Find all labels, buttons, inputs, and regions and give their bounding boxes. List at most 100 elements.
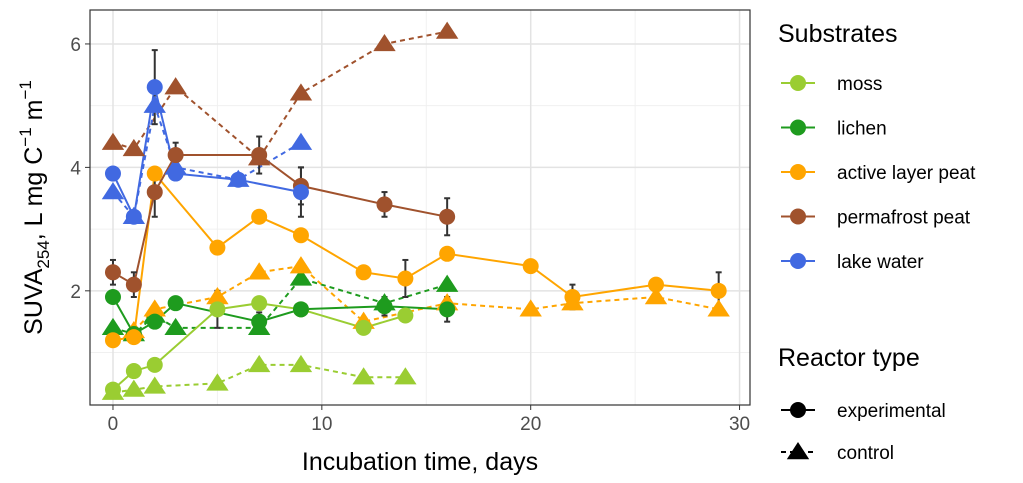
point-active-layer-peat-experimental (146, 165, 163, 182)
point-active-layer-peat-experimental (648, 276, 665, 293)
point-lichen-experimental (146, 313, 163, 330)
point-lake-water-experimental (146, 79, 163, 96)
point-lake-water-experimental (292, 184, 309, 201)
x-tick-label: 30 (729, 414, 750, 435)
legend-substrates-title: Substrates (778, 20, 898, 48)
point-permafrost-peat-control (373, 33, 396, 52)
point-active-layer-peat-experimental (104, 332, 121, 349)
legend-substrates: Substrates moss lichen active layer peat pe… (778, 20, 976, 273)
point-active-layer-peat-experimental (397, 270, 414, 287)
point-moss-control (206, 373, 229, 391)
point-active-layer-peat-experimental (125, 329, 142, 346)
point-lake-water-control (289, 132, 313, 150)
point-moss-experimental (355, 319, 372, 336)
point-moss-experimental (397, 307, 414, 324)
point-permafrost-peat-experimental (439, 208, 456, 225)
point-moss-experimental (251, 295, 268, 312)
point-active-layer-peat-experimental (209, 239, 226, 256)
point-lake-water-experimental (104, 165, 121, 182)
point-lake-water-control (143, 95, 166, 113)
point-lake-water-experimental (125, 208, 142, 225)
legend-swatch-marker-moss (790, 75, 806, 91)
point-permafrost-peat-experimental (376, 196, 393, 213)
plot-border (89, 9, 751, 406)
legend-label-active-layer-peat: active layer peat (837, 163, 976, 184)
point-permafrost-peat-experimental (146, 184, 163, 201)
legend-reactor-title: Reactor type (778, 344, 920, 372)
point-lichen-control (101, 317, 125, 336)
point-lichen-experimental (251, 313, 268, 330)
point-active-layer-peat-control (289, 256, 313, 274)
point-active-layer-peat-experimental (439, 245, 456, 262)
point-active-layer-peat-control (247, 262, 271, 280)
legend-label-moss: moss (837, 74, 882, 95)
grid-lines (90, 10, 750, 405)
point-lichen-experimental (167, 295, 184, 312)
axes: 0 10 20 30 2 4 6 (70, 9, 751, 435)
point-permafrost-peat-control (435, 21, 459, 39)
x-tick-label: 0 (108, 414, 119, 435)
legend-label-lichen: lichen (837, 119, 887, 140)
point-lichen-experimental (439, 301, 456, 318)
point-active-layer-peat-experimental (710, 282, 727, 299)
point-moss-control (394, 367, 417, 385)
y-tick-label: 2 (70, 282, 81, 303)
point-permafrost-peat-experimental (104, 264, 121, 281)
series-line-permafrost-peat-experimental (112, 154, 448, 287)
legend-swatch-marker-active-layer-peat (790, 164, 806, 180)
point-lake-water-experimental (167, 165, 184, 182)
point-lake-water-control (101, 182, 125, 200)
point-active-layer-peat-experimental (355, 264, 372, 281)
x-tick-label: 20 (520, 414, 541, 435)
series-line-active-layer-peat-control (133, 265, 719, 332)
legend-label-control: control (837, 443, 894, 464)
point-permafrost-peat-control (289, 83, 313, 101)
point-active-layer-peat-control (519, 299, 542, 317)
series-line-moss-control (112, 363, 406, 394)
point-moss-experimental (146, 356, 163, 373)
series-points (101, 21, 730, 400)
point-lichen-control (435, 274, 459, 292)
legend-swatch-marker-lichen (790, 119, 806, 136)
point-permafrost-peat-control (122, 138, 146, 157)
point-lichen-experimental (376, 298, 393, 315)
legend-reactor-type: Reactor type experimental control (778, 344, 946, 464)
point-active-layer-peat-control (707, 299, 730, 317)
point-active-layer-peat-experimental (251, 208, 268, 225)
point-lichen-control (164, 317, 187, 336)
x-axis-title: Incubation time, days (302, 448, 538, 476)
legend-swatch-marker-experimental (790, 402, 806, 418)
point-permafrost-peat-control (101, 132, 125, 150)
point-lichen-control (289, 268, 313, 286)
point-moss-control (247, 354, 271, 373)
legend-swatch-marker-lake-water (790, 253, 806, 269)
point-active-layer-peat-experimental (522, 258, 539, 275)
point-active-layer-peat-experimental (292, 227, 309, 244)
legend-label-lake-water: lake water (837, 252, 924, 273)
point-moss-experimental (104, 381, 121, 398)
point-permafrost-peat-experimental (251, 147, 268, 164)
point-permafrost-peat-control (164, 77, 187, 95)
point-moss-control (143, 376, 166, 394)
y-tick-label: 6 (70, 35, 81, 56)
point-moss-experimental (209, 301, 226, 318)
point-moss-control (289, 354, 313, 373)
point-moss-control (352, 367, 375, 385)
point-active-layer-peat-control (206, 286, 229, 305)
point-moss-experimental (125, 363, 142, 380)
legend-swatch-marker-control (786, 442, 810, 460)
point-permafrost-peat-experimental (167, 147, 184, 164)
point-lake-water-experimental (230, 171, 247, 188)
y-tick-label: 4 (70, 158, 81, 179)
legend-label-permafrost-peat: permafrost peat (837, 208, 971, 229)
point-active-layer-peat-experimental (564, 288, 581, 305)
point-active-layer-peat-control (644, 286, 668, 305)
legend-swatch-marker-permafrost-peat (790, 208, 806, 225)
point-lichen-experimental (292, 301, 309, 318)
point-permafrost-peat-experimental (125, 276, 142, 293)
y-axis-title: SUVA254, L mg C−1 m−1 (16, 80, 53, 335)
plot-background (90, 10, 750, 405)
x-tick-label: 10 (311, 414, 332, 435)
point-lichen-experimental (104, 288, 121, 305)
